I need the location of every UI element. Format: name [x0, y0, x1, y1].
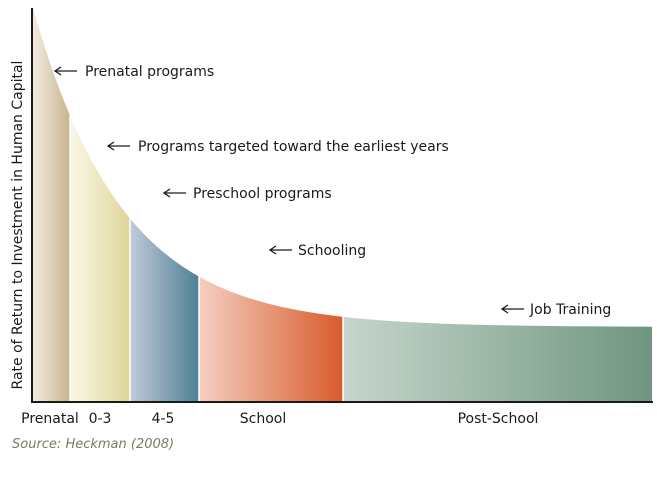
annotation: Preschool programs	[162, 186, 332, 202]
arrow-left-icon	[268, 245, 277, 255]
category-label: Post-School	[458, 411, 539, 427]
y-axis-label: Rate of Return to Investment in Human Ca…	[10, 61, 26, 390]
segment-4-5	[130, 218, 199, 401]
annotation: Job Training	[500, 302, 611, 318]
arrow-left-icon	[500, 304, 509, 314]
annotation-label: Programs targeted toward the earliest ye…	[138, 139, 449, 155]
annotation: Schooling	[268, 243, 366, 259]
arrow-left-icon	[162, 188, 171, 198]
annotation-label: Job Training	[529, 302, 611, 318]
annotation: Prenatal programs	[53, 64, 214, 80]
annotation-label: Preschool programs	[193, 186, 332, 202]
source-note: Source: Heckman (2008)	[12, 437, 175, 452]
category-labels: Prenatal 0-3 4-5 School Post-School	[21, 411, 538, 427]
category-label: 0-3	[89, 411, 112, 427]
category-label: School	[240, 411, 286, 427]
segment-0-3	[70, 115, 130, 401]
annotation-label: Prenatal programs	[85, 64, 214, 80]
annotation: Programs targeted toward the earliest ye…	[106, 139, 449, 155]
annotation-label: Schooling	[298, 243, 366, 259]
annotations: Prenatal programs Programs targeted towar…	[53, 64, 611, 318]
arrow-left-icon	[106, 141, 115, 151]
category-label: Prenatal	[21, 411, 79, 427]
segment-school	[199, 276, 343, 401]
arrow-left-icon	[53, 66, 62, 76]
area-segments	[33, 8, 652, 401]
category-label: 4-5	[152, 411, 175, 427]
segment-prenatal	[33, 8, 70, 401]
segment-post-school	[343, 316, 652, 401]
